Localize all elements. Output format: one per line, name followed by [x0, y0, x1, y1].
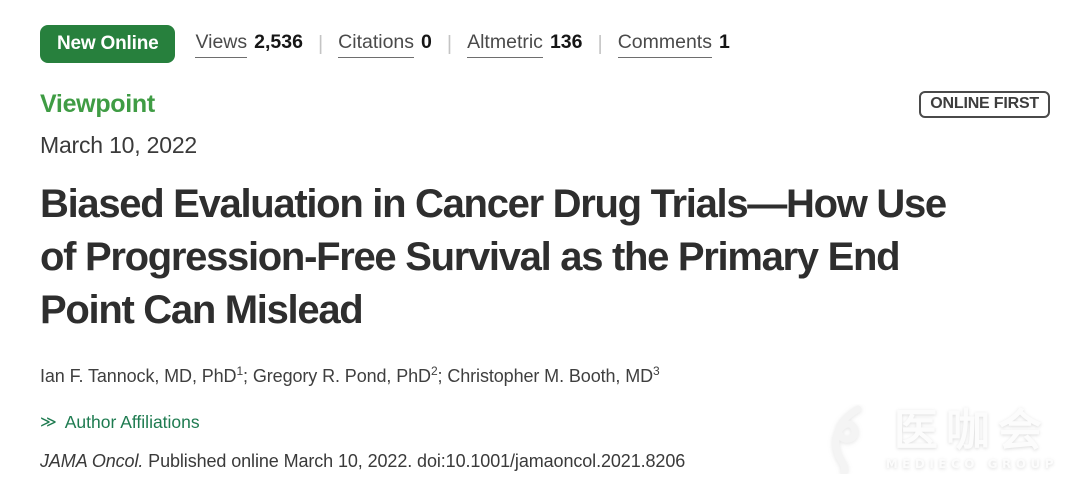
- metric-separator: |: [597, 32, 603, 55]
- metric-separator: |: [446, 32, 453, 55]
- journal-name: JAMA Oncol.: [40, 450, 144, 471]
- article-title: Biased Evaluation in Cancer Drug Trials—…: [40, 178, 1050, 338]
- publication-date: March 10, 2022: [40, 132, 198, 158]
- metric-comments-label: Comments: [617, 31, 712, 58]
- metric-altmetric-label: Altmetric: [467, 31, 543, 58]
- metric-separator: |: [317, 32, 324, 55]
- author-affiliation-number: 3: [653, 363, 660, 378]
- metric-views-label: Views: [195, 31, 248, 58]
- category-row: Viewpoint ONLINE FIRST: [40, 90, 1050, 119]
- author-affiliation-number: 1: [236, 363, 244, 378]
- article-metrics: Views 2,536 | Citations 0 | Altmetric 13…: [195, 30, 730, 58]
- article-category: Viewpoint: [40, 90, 155, 118]
- article-title-line: Point Can Mislead: [40, 288, 364, 333]
- metric-citations[interactable]: Citations 0: [338, 31, 432, 58]
- metric-comments-value: 1: [718, 30, 730, 53]
- metric-citations-value: 0: [421, 30, 432, 53]
- author-affiliations-label: Author Affiliations: [64, 411, 200, 432]
- journal-citation: JAMA Oncol. Published online March 10, 2…: [40, 451, 1050, 472]
- citation-details: Published online March 10, 2022. doi:10.…: [143, 450, 686, 471]
- metric-comments[interactable]: Comments 1: [617, 30, 730, 58]
- metrics-bar: New Online Views 2,536 | Citations 0 | A…: [40, 25, 1050, 63]
- author-separator: ;: [243, 365, 253, 386]
- author-separator: ;: [437, 365, 448, 386]
- metric-views[interactable]: Views 2,536: [195, 30, 303, 58]
- article-title-line: Biased Evaluation in Cancer Drug Trials—…: [40, 182, 947, 226]
- online-first-badge: ONLINE FIRST: [919, 91, 1050, 118]
- author-name: Christopher M. Booth, MD: [447, 365, 654, 386]
- author-affiliation-number: 2: [430, 363, 438, 378]
- metric-altmetric-value: 136: [549, 30, 583, 53]
- article-title-line: of Progression-Free Survival as the Prim…: [40, 235, 901, 280]
- metric-altmetric[interactable]: Altmetric 136: [467, 31, 582, 58]
- author-list: Ian F. Tannock, MD, PhD1; Gregory R. Pon…: [40, 364, 1050, 387]
- author-affiliations-link[interactable]: ≫ Author Affiliations: [40, 412, 200, 433]
- author-name: Ian F. Tannock, MD, PhD: [40, 365, 237, 386]
- metric-citations-label: Citations: [338, 31, 415, 58]
- double-chevron-icon: ≫: [40, 414, 57, 432]
- metric-views-value: 2,536: [254, 30, 303, 53]
- author-name: Gregory R. Pond, PhD: [252, 365, 431, 386]
- new-online-badge: New Online: [40, 25, 176, 63]
